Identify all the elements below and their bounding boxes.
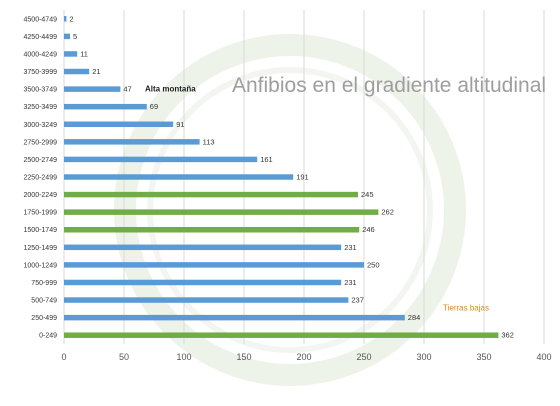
- category-label: 3750-3999: [24, 69, 58, 76]
- data-label: 262: [381, 208, 394, 217]
- data-label: 191: [296, 173, 309, 182]
- bar: [64, 86, 121, 92]
- bar: [64, 68, 90, 75]
- category-label: 3000-3249: [24, 122, 58, 129]
- x-tick-label: 300: [416, 352, 431, 362]
- data-label: 362: [501, 331, 514, 340]
- bar: [64, 244, 342, 251]
- x-tick-label: 150: [236, 352, 251, 362]
- bar: [64, 209, 379, 215]
- x-tick-label: 100: [176, 352, 191, 362]
- data-label: 91: [176, 120, 184, 129]
- category-label: 3250-3499: [24, 104, 58, 111]
- category-label: 2250-2499: [24, 175, 58, 182]
- bar: [64, 314, 405, 321]
- data-label: 5: [73, 32, 77, 41]
- data-label: 161: [260, 155, 273, 164]
- x-tick-label: 50: [119, 352, 129, 362]
- annotation-tierras-bajas: Tierras bajas: [443, 304, 489, 313]
- data-label: 2: [69, 14, 73, 23]
- data-label: 21: [92, 67, 100, 76]
- data-label: 47: [123, 85, 131, 94]
- annotation-alta-montana: Alta montaña: [145, 85, 196, 94]
- bar: [64, 332, 499, 338]
- category-label: 2750-2999: [24, 139, 58, 146]
- category-label: 1750-1999: [24, 210, 58, 217]
- bar: [64, 103, 147, 110]
- category-label: 4250-4499: [24, 34, 58, 41]
- category-label: 250-499: [31, 315, 57, 322]
- bar: [64, 16, 67, 22]
- category-label: 2000-2249: [24, 192, 58, 199]
- x-tick-label: 0: [61, 352, 66, 362]
- category-label: 2500-2749: [24, 157, 58, 164]
- bar: [64, 174, 294, 180]
- x-tick-label: 400: [536, 352, 551, 362]
- category-label: 3500-3749: [24, 87, 58, 94]
- x-tick-label: 200: [296, 352, 311, 362]
- category-label: 1500-1749: [24, 227, 58, 234]
- category-label: 4500-4749: [24, 16, 58, 23]
- data-label: 11: [80, 49, 88, 58]
- data-label: 231: [344, 243, 357, 252]
- category-label: 4000-4249: [24, 51, 58, 58]
- category-label: 750-999: [31, 280, 57, 287]
- category-label: 500-749: [31, 298, 57, 305]
- bar: [64, 33, 70, 40]
- data-label: 237: [351, 296, 364, 305]
- data-label: 250: [367, 260, 380, 269]
- data-label: 69: [150, 102, 158, 111]
- bar: [64, 279, 342, 286]
- bar: [64, 226, 360, 233]
- bar: [64, 262, 364, 268]
- data-label: 231: [344, 278, 357, 287]
- bar: [64, 156, 258, 163]
- bar: [64, 121, 174, 128]
- bar: [64, 297, 349, 303]
- data-label: 113: [203, 137, 215, 146]
- x-tick-label: 250: [356, 352, 371, 362]
- data-label: 284: [408, 313, 421, 322]
- bar: [64, 191, 358, 198]
- category-label: 1250-1499: [24, 245, 58, 252]
- data-label: 245: [361, 190, 374, 199]
- bar: [64, 139, 200, 145]
- bar: [64, 51, 78, 57]
- data-label: 246: [362, 225, 375, 234]
- chart-title: Anfibios en el gradiente altitudinal: [232, 74, 546, 97]
- category-label: 0-249: [39, 333, 57, 340]
- x-tick-label: 350: [476, 352, 491, 362]
- category-label: 1000-1249: [24, 262, 58, 269]
